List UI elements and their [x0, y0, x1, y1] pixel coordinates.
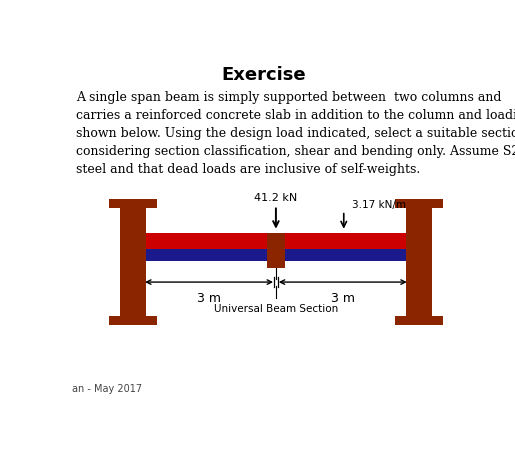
- Text: 3 m: 3 m: [197, 291, 221, 304]
- Bar: [267, 234, 285, 268]
- Text: 3 m: 3 m: [331, 291, 355, 304]
- Text: Exercise: Exercise: [221, 66, 306, 84]
- Bar: [406, 200, 432, 325]
- Bar: [120, 200, 146, 325]
- Text: A single span beam is simply supported between  two columns and
carries a reinfo: A single span beam is simply supported b…: [76, 91, 515, 175]
- Bar: [146, 234, 406, 249]
- Bar: [146, 249, 406, 262]
- Text: 3.17 kN/m: 3.17 kN/m: [352, 199, 406, 210]
- Bar: [394, 316, 442, 325]
- Text: an - May 2017: an - May 2017: [72, 383, 143, 393]
- Text: Universal Beam Section: Universal Beam Section: [214, 303, 338, 313]
- Text: 41.2 kN: 41.2 kN: [254, 193, 298, 202]
- Bar: [109, 316, 157, 325]
- Bar: [394, 200, 442, 208]
- Bar: [109, 200, 157, 208]
